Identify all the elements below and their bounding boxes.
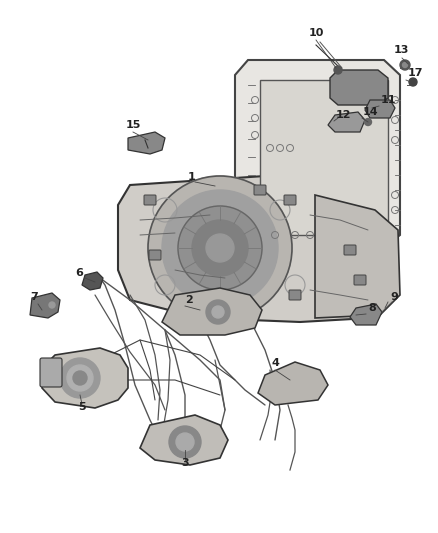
Polygon shape [42,348,128,408]
Polygon shape [30,293,60,318]
Polygon shape [162,288,262,335]
Circle shape [212,306,224,318]
Polygon shape [350,304,382,325]
Circle shape [67,365,93,391]
Circle shape [178,206,262,290]
Circle shape [206,234,234,262]
Polygon shape [260,80,388,235]
Text: 11: 11 [381,95,396,105]
Text: 4: 4 [272,358,280,368]
Text: 8: 8 [368,303,376,313]
Text: 9: 9 [390,292,398,302]
Polygon shape [315,195,400,318]
Polygon shape [328,112,365,132]
Text: 13: 13 [394,45,410,55]
Polygon shape [330,70,388,105]
FancyBboxPatch shape [174,305,186,315]
Text: 12: 12 [336,110,352,120]
FancyBboxPatch shape [149,250,161,260]
Circle shape [403,62,407,68]
Text: 3: 3 [181,458,189,468]
Circle shape [364,118,371,125]
Text: 10: 10 [308,28,324,38]
Polygon shape [82,272,103,290]
Circle shape [400,60,410,70]
Text: 15: 15 [125,120,141,130]
FancyBboxPatch shape [344,245,356,255]
Circle shape [162,190,278,306]
Text: 7: 7 [30,292,38,302]
Polygon shape [235,60,400,248]
Circle shape [169,426,201,458]
Text: 17: 17 [408,68,424,78]
FancyBboxPatch shape [254,185,266,195]
Circle shape [73,371,87,385]
Circle shape [192,220,248,276]
Polygon shape [140,415,228,465]
Circle shape [334,66,342,74]
FancyBboxPatch shape [289,290,301,300]
Circle shape [49,302,55,308]
Text: 2: 2 [185,295,193,305]
Polygon shape [118,175,390,322]
Polygon shape [365,100,395,118]
Circle shape [206,300,230,324]
Text: 1: 1 [187,172,195,182]
FancyBboxPatch shape [354,275,366,285]
Text: 6: 6 [75,268,83,278]
Circle shape [176,433,194,451]
Circle shape [60,358,100,398]
Text: 14: 14 [363,107,378,117]
FancyBboxPatch shape [40,358,62,387]
Polygon shape [258,362,328,405]
Circle shape [409,78,417,86]
FancyBboxPatch shape [284,195,296,205]
Circle shape [148,176,292,320]
FancyBboxPatch shape [144,195,156,205]
Text: 5: 5 [78,402,86,412]
Polygon shape [128,132,165,154]
